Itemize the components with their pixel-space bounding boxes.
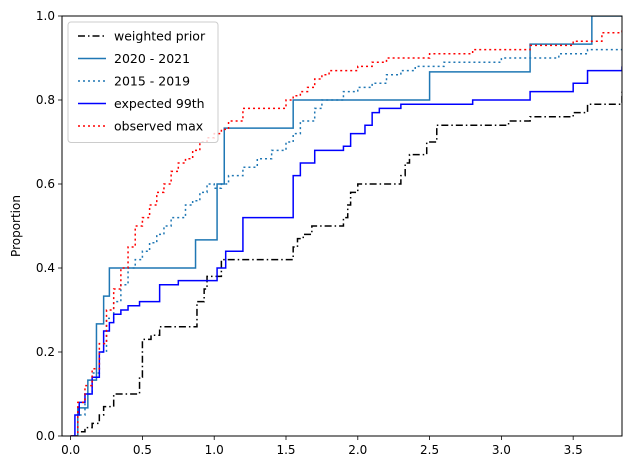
- y-axis: 0.0 0.2 0.4 0.6 0.8 1.0: [36, 9, 62, 443]
- x-tick-label: 2.0: [348, 443, 367, 457]
- series-layer: [70, 16, 622, 436]
- x-tick-label: 2.5: [420, 443, 439, 457]
- x-tick-label: 1.0: [205, 443, 224, 457]
- y-tick-label: 0.0: [36, 429, 55, 443]
- y-tick-label: 0.8: [36, 93, 55, 107]
- y-tick-label: 1.0: [36, 9, 55, 23]
- legend-label-1: 2020 - 2021: [114, 51, 190, 66]
- y-axis-label: Proportion: [9, 195, 23, 257]
- x-tick-label: 0.5: [133, 443, 152, 457]
- plot-frame: [61, 15, 623, 437]
- y-tick-label: 0.2: [36, 345, 55, 359]
- series-line-3: [70, 66, 622, 436]
- x-tick-label: 0.0: [61, 443, 80, 457]
- x-axis: 0.0 0.5 1.0 1.5 2.0 2.5 3.0 3.5: [61, 436, 583, 457]
- x-tick-label: 3.0: [492, 443, 511, 457]
- legend: weighted prior 2020 - 2021 2015 - 2019 expe…: [67, 21, 219, 143]
- legend-label-4: observed max: [114, 119, 203, 134]
- y-tick-label: 0.4: [36, 261, 55, 275]
- legend-label-2: 2015 - 2019: [114, 74, 190, 89]
- legend-box: [67, 21, 219, 143]
- x-tick-label: 3.5: [564, 443, 583, 457]
- series-line-0: [70, 91, 622, 436]
- legend-label-3: expected 99th: [114, 96, 205, 111]
- series-line-1: [70, 16, 622, 436]
- series-line-2: [70, 48, 622, 436]
- x-tick-label: 1.5: [276, 443, 295, 457]
- y-tick-label: 0.6: [36, 177, 55, 191]
- legend-label-0: weighted prior: [114, 29, 206, 44]
